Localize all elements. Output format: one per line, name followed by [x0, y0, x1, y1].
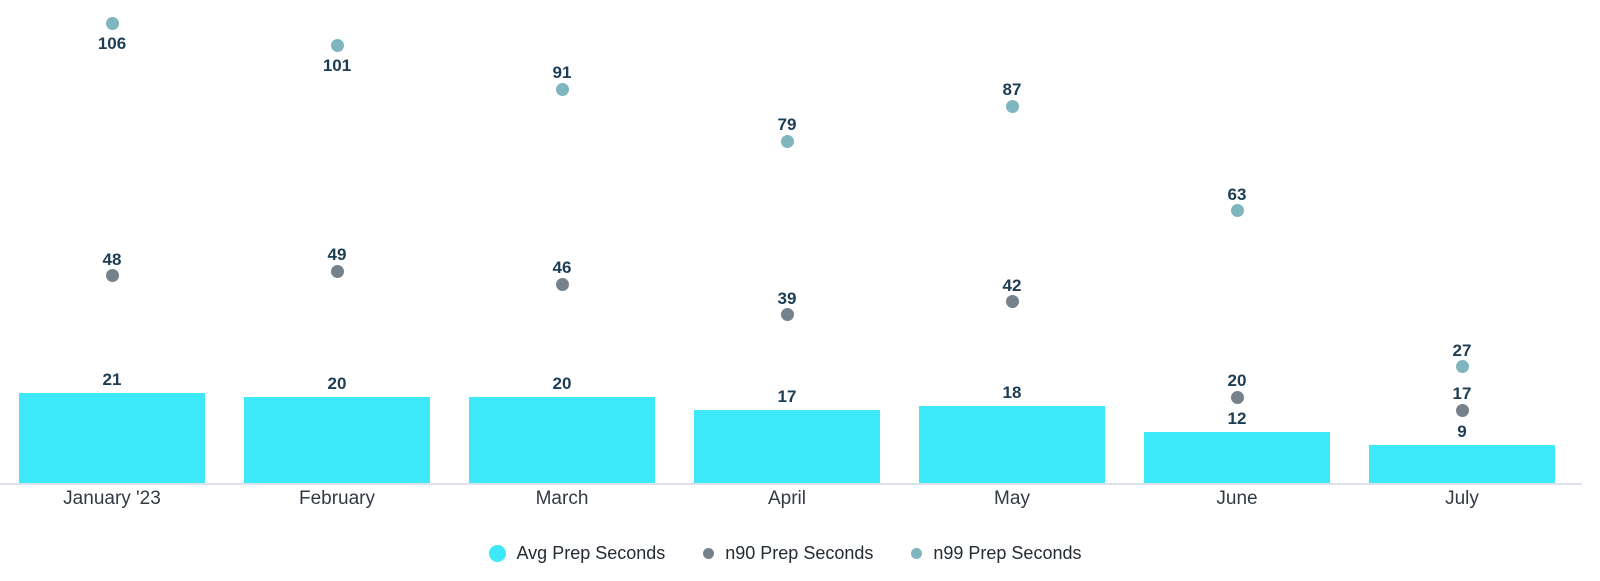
- dot-value-label: 49: [327, 245, 347, 265]
- legend-marker-icon: [703, 547, 715, 559]
- dot-n99-prep-seconds[interactable]: [105, 17, 119, 31]
- dot-n90-prep-seconds[interactable]: [1230, 390, 1244, 404]
- dot-value-label: 39: [777, 288, 797, 308]
- legend-item-n99-prep-seconds[interactable]: n99 Prep Seconds: [911, 544, 1081, 562]
- bar-value-label: 21: [102, 369, 122, 389]
- dot-value-label: 20: [1227, 371, 1247, 391]
- x-axis-label: July: [1445, 488, 1479, 509]
- dot-n90-prep-seconds[interactable]: [330, 264, 344, 278]
- legend-label: n90 Prep Seconds: [725, 543, 874, 563]
- dot-value-label: 87: [1002, 80, 1022, 100]
- dot-n99-prep-seconds[interactable]: [1455, 360, 1469, 374]
- x-axis-label: January '23: [63, 488, 161, 509]
- dot-n90-prep-seconds[interactable]: [555, 277, 569, 291]
- legend: Avg Prep Seconds n90 Prep Seconds n99 Prep…: [0, 544, 1570, 562]
- x-axis-label: April: [767, 488, 807, 509]
- bar-value-label: 18: [1002, 382, 1022, 402]
- bar-value-label: 17: [777, 387, 797, 407]
- dot-value-label: 91: [552, 63, 572, 83]
- dot-value-label: 106: [97, 33, 127, 53]
- bar-avg-prep-seconds[interactable]: [244, 397, 430, 483]
- bar-value-label: 9: [1457, 421, 1467, 441]
- dot-value-label: 27: [1452, 340, 1472, 360]
- bar-avg-prep-seconds[interactable]: [1144, 431, 1330, 483]
- dot-n99-prep-seconds[interactable]: [1230, 204, 1244, 218]
- dot-n99-prep-seconds[interactable]: [555, 82, 569, 96]
- dot-n99-prep-seconds[interactable]: [780, 134, 794, 148]
- bar-avg-prep-seconds[interactable]: [694, 410, 880, 483]
- bar-value-label: 12: [1227, 408, 1247, 428]
- legend-item-avg-prep-seconds[interactable]: Avg Prep Seconds: [488, 543, 666, 563]
- dot-value-label: 101: [322, 55, 352, 75]
- dot-value-label: 17: [1452, 384, 1472, 404]
- dot-n90-prep-seconds[interactable]: [780, 308, 794, 322]
- bar-avg-prep-seconds[interactable]: [19, 392, 205, 483]
- legend-label: n99 Prep Seconds: [933, 543, 1082, 563]
- legend-marker-icon: [488, 544, 506, 562]
- dot-n90-prep-seconds[interactable]: [1455, 403, 1469, 417]
- dot-value-label: 48: [102, 249, 122, 269]
- dot-value-label: 63: [1227, 184, 1247, 204]
- dot-value-label: 79: [777, 115, 797, 135]
- bar-avg-prep-seconds[interactable]: [469, 397, 655, 483]
- dot-n99-prep-seconds[interactable]: [1005, 99, 1019, 113]
- dot-n99-prep-seconds[interactable]: [330, 39, 344, 53]
- x-axis-line: [0, 483, 1582, 485]
- bar-avg-prep-seconds[interactable]: [1369, 444, 1555, 483]
- dot-value-label: 46: [552, 258, 572, 278]
- x-axis-label: May: [994, 488, 1030, 509]
- bar-value-label: 20: [327, 374, 347, 394]
- legend-item-n90-prep-seconds[interactable]: n90 Prep Seconds: [703, 544, 873, 562]
- x-axis-label: June: [1216, 488, 1258, 509]
- x-axis-label: March: [535, 488, 589, 509]
- x-axis-label: February: [298, 488, 376, 509]
- bar-avg-prep-seconds[interactable]: [919, 405, 1105, 483]
- dot-n90-prep-seconds[interactable]: [1005, 295, 1019, 309]
- bar-value-label: 20: [552, 374, 572, 394]
- dot-n90-prep-seconds[interactable]: [105, 269, 119, 283]
- legend-label: Avg Prep Seconds: [516, 543, 666, 563]
- legend-marker-icon: [911, 547, 923, 559]
- dot-value-label: 42: [1002, 275, 1022, 295]
